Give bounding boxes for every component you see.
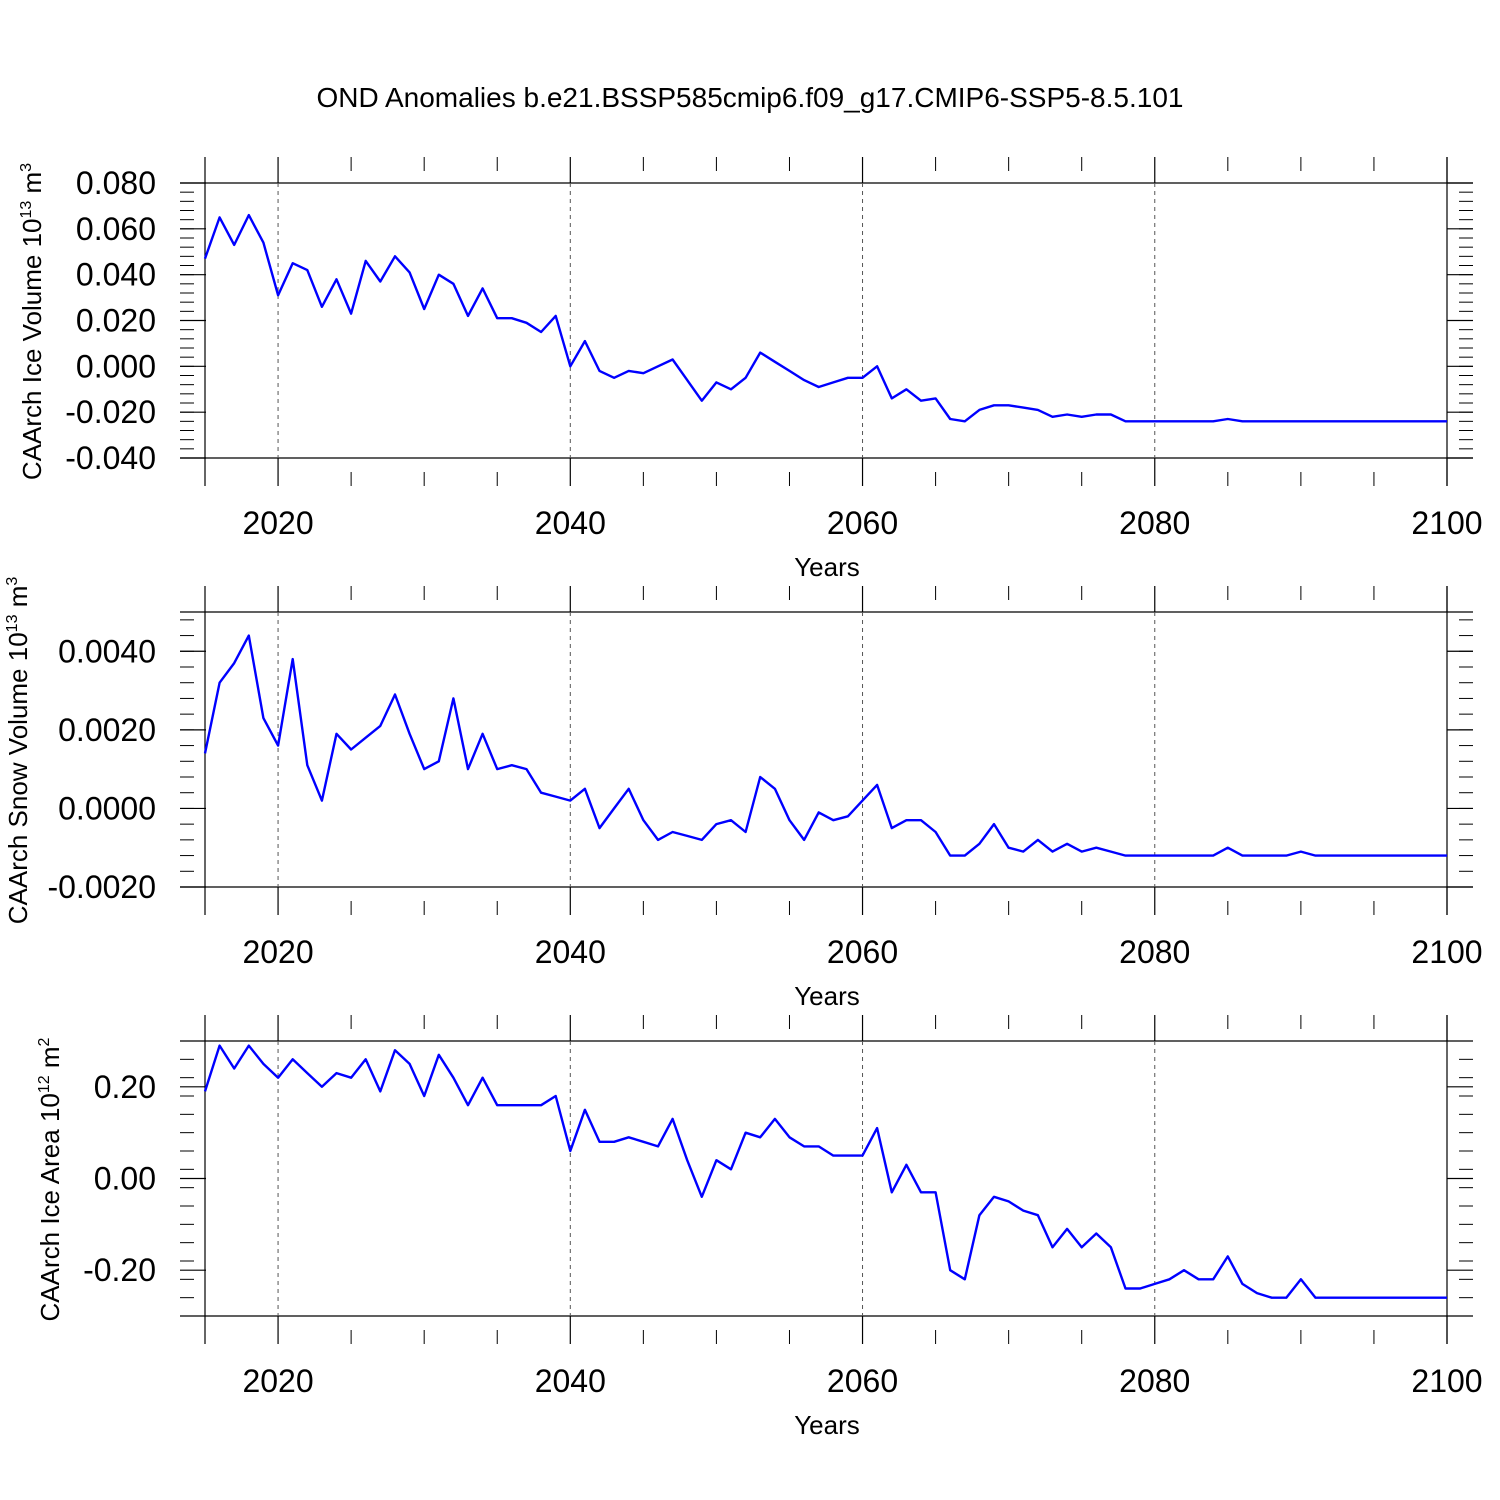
y-tick-label: 0.080 [76, 165, 156, 201]
x-tick-label: 2040 [535, 1363, 606, 1399]
y-axis-label-unit-exponent: 3 [18, 163, 35, 172]
y-tick-label: 0.020 [76, 303, 156, 339]
x-axis-label: Years [794, 981, 860, 1011]
x-tick-label: 2060 [827, 1363, 898, 1399]
y-tick-label: -0.020 [65, 394, 156, 430]
y-tick-label: 0.20 [94, 1069, 156, 1105]
y-tick-label: 0.0040 [58, 633, 156, 669]
x-tick-label: 2080 [1119, 934, 1190, 970]
figure-title: OND Anomalies b.e21.BSSP585cmip6.f09_g17… [316, 82, 1184, 113]
chart-panel-2: 2020 2040 2060 2080 2100 -0.0020 0.0000 0.0020 0… [3, 577, 1483, 1011]
y-axis-label-unit: m [35, 1046, 65, 1075]
series-line [203, 1044, 1447, 1299]
y-axis-label-unit-exponent: 3 [4, 577, 21, 586]
y-axis-label-unit: m [17, 172, 47, 201]
y-axis-label-unit-exponent: 2 [36, 1037, 53, 1046]
y-axis-label-text: CAArch Ice Volume 10 [17, 219, 47, 481]
y-axis-label: CAArch Snow Volume 1013 m3 [3, 577, 33, 925]
y-tick-label: -0.20 [83, 1252, 156, 1288]
x-tick-label: 2100 [1411, 505, 1482, 541]
x-tick-label: 2020 [242, 505, 313, 541]
y-axis-label-exponent: 12 [36, 1075, 53, 1093]
y-tick-label: -0.040 [65, 440, 156, 476]
y-tick-label: 0.0020 [58, 712, 156, 748]
x-tick-label: 2060 [827, 505, 898, 541]
y-tick-label: 0.040 [76, 257, 156, 293]
chart-panel-1: 2020 2040 2060 2080 2100 -0.040 -0.020 0.000 0.0… [17, 157, 1483, 582]
x-tick-label: 2020 [242, 934, 313, 970]
x-tick-label: 2040 [535, 934, 606, 970]
y-axis-label-text: CAArch Ice Area 10 [35, 1093, 65, 1321]
y-axis-label: CAArch Ice Volume 1013 m3 [17, 163, 47, 480]
y-tick-label: -0.0020 [47, 869, 156, 905]
series-line [203, 634, 1447, 857]
x-axis-label: Years [794, 552, 860, 582]
x-tick-label: 2080 [1119, 505, 1190, 541]
y-axis-label-unit: m [3, 586, 33, 615]
x-tick-label: 2020 [242, 1363, 313, 1399]
y-axis-label-exponent: 13 [18, 201, 35, 219]
series-line [203, 213, 1447, 423]
x-axis-label: Years [794, 1410, 860, 1440]
y-tick-label: 0.000 [76, 348, 156, 384]
y-axis-label: CAArch Ice Area 1012 m2 [35, 1037, 65, 1321]
y-axis-label-exponent: 13 [4, 614, 21, 632]
y-tick-label: 0.0000 [58, 790, 156, 826]
y-tick-label: 0.060 [76, 211, 156, 247]
x-tick-label: 2060 [827, 934, 898, 970]
x-tick-label: 2040 [535, 505, 606, 541]
y-tick-label: 0.00 [94, 1161, 156, 1197]
x-tick-label: 2100 [1411, 934, 1482, 970]
y-axis-label-text: CAArch Snow Volume 10 [3, 632, 33, 924]
x-tick-label: 2100 [1411, 1363, 1482, 1399]
chart-panel-3: 2020 2040 2060 2080 2100 -0.20 0.00 0.20 Years CA… [35, 1015, 1483, 1440]
x-tick-label: 2080 [1119, 1363, 1190, 1399]
